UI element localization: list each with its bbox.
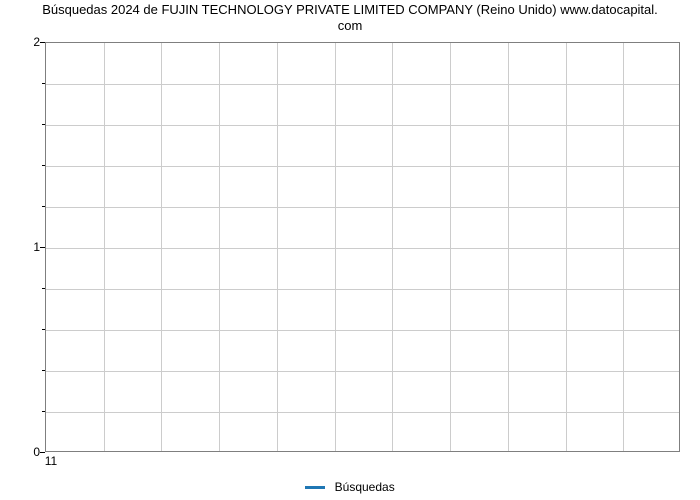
y-tick-label: 2 bbox=[10, 35, 40, 49]
gridline-vertical bbox=[161, 43, 162, 451]
y-minor-tick bbox=[42, 165, 45, 166]
gridline-horizontal bbox=[46, 166, 679, 167]
chart-title: Búsquedas 2024 de FUJIN TECHNOLOGY PRIVA… bbox=[0, 2, 700, 35]
gridline-vertical bbox=[392, 43, 393, 451]
gridline-horizontal bbox=[46, 125, 679, 126]
plot-area bbox=[45, 42, 680, 452]
y-tick-label: 0 bbox=[10, 445, 40, 459]
y-tick-label: 1 bbox=[10, 240, 40, 254]
gridline-vertical bbox=[508, 43, 509, 451]
gridline-vertical bbox=[335, 43, 336, 451]
legend-label: Búsquedas bbox=[335, 480, 395, 494]
legend-swatch bbox=[305, 486, 325, 489]
x-tick-label: 11 bbox=[45, 454, 57, 468]
gridline-vertical bbox=[104, 43, 105, 451]
y-minor-tick bbox=[42, 370, 45, 371]
y-tick-mark bbox=[40, 42, 45, 43]
gridline-vertical bbox=[623, 43, 624, 451]
gridline-horizontal bbox=[46, 412, 679, 413]
gridline-vertical bbox=[277, 43, 278, 451]
gridline-horizontal bbox=[46, 207, 679, 208]
y-minor-tick bbox=[42, 206, 45, 207]
chart-title-line2: com bbox=[338, 18, 363, 33]
chart-container: Búsquedas 2024 de FUJIN TECHNOLOGY PRIVA… bbox=[0, 0, 700, 500]
gridline-horizontal bbox=[46, 289, 679, 290]
y-minor-tick bbox=[42, 411, 45, 412]
gridline-vertical bbox=[450, 43, 451, 451]
gridline-horizontal bbox=[46, 248, 679, 249]
y-minor-tick bbox=[42, 124, 45, 125]
y-minor-tick bbox=[42, 329, 45, 330]
legend: Búsquedas bbox=[0, 480, 700, 494]
gridline-horizontal bbox=[46, 330, 679, 331]
gridline-vertical bbox=[566, 43, 567, 451]
chart-title-line1: Búsquedas 2024 de FUJIN TECHNOLOGY PRIVA… bbox=[42, 2, 658, 17]
y-minor-tick bbox=[42, 83, 45, 84]
y-tick-mark bbox=[40, 452, 45, 453]
gridline-vertical bbox=[219, 43, 220, 451]
gridline-horizontal bbox=[46, 371, 679, 372]
y-tick-mark bbox=[40, 247, 45, 248]
y-minor-tick bbox=[42, 288, 45, 289]
gridline-horizontal bbox=[46, 84, 679, 85]
